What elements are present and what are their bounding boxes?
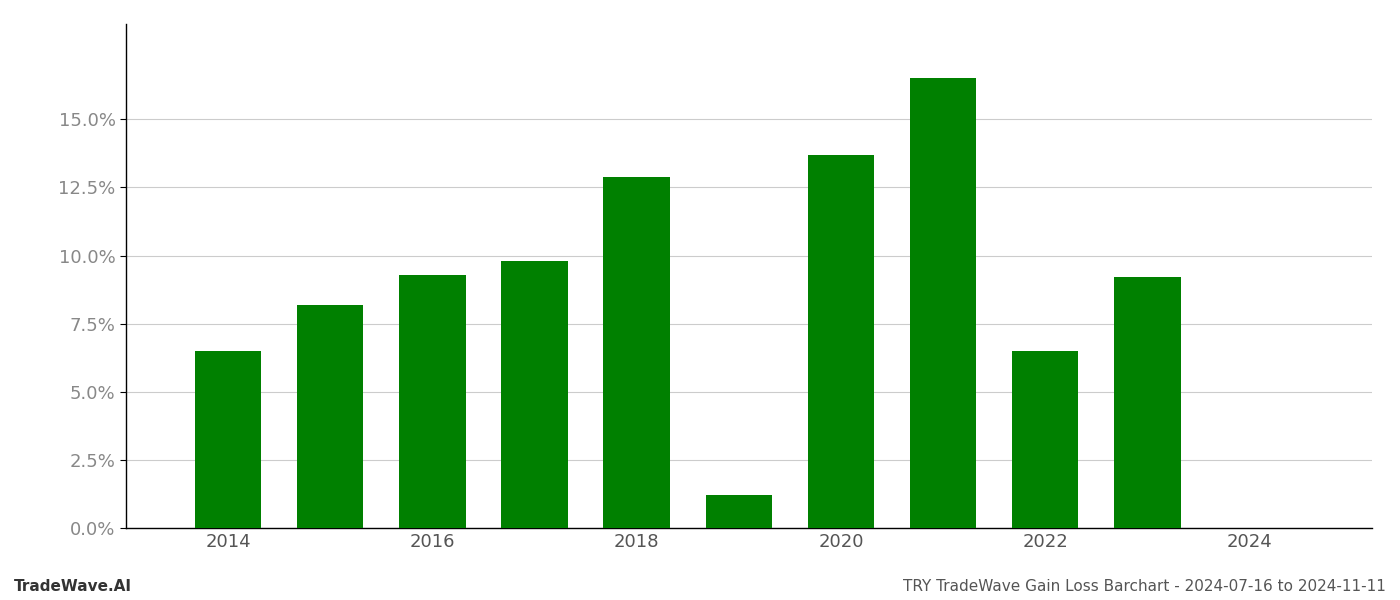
Bar bbox=[808, 155, 874, 528]
Bar bbox=[706, 496, 771, 528]
Bar bbox=[399, 275, 466, 528]
Bar bbox=[297, 305, 364, 528]
Bar bbox=[501, 261, 568, 528]
Text: TRY TradeWave Gain Loss Barchart - 2024-07-16 to 2024-11-11: TRY TradeWave Gain Loss Barchart - 2024-… bbox=[903, 579, 1386, 594]
Text: TradeWave.AI: TradeWave.AI bbox=[14, 579, 132, 594]
Bar bbox=[603, 176, 669, 528]
Bar bbox=[910, 79, 976, 528]
Bar bbox=[1114, 277, 1180, 528]
Bar bbox=[195, 351, 262, 528]
Bar bbox=[1012, 351, 1078, 528]
